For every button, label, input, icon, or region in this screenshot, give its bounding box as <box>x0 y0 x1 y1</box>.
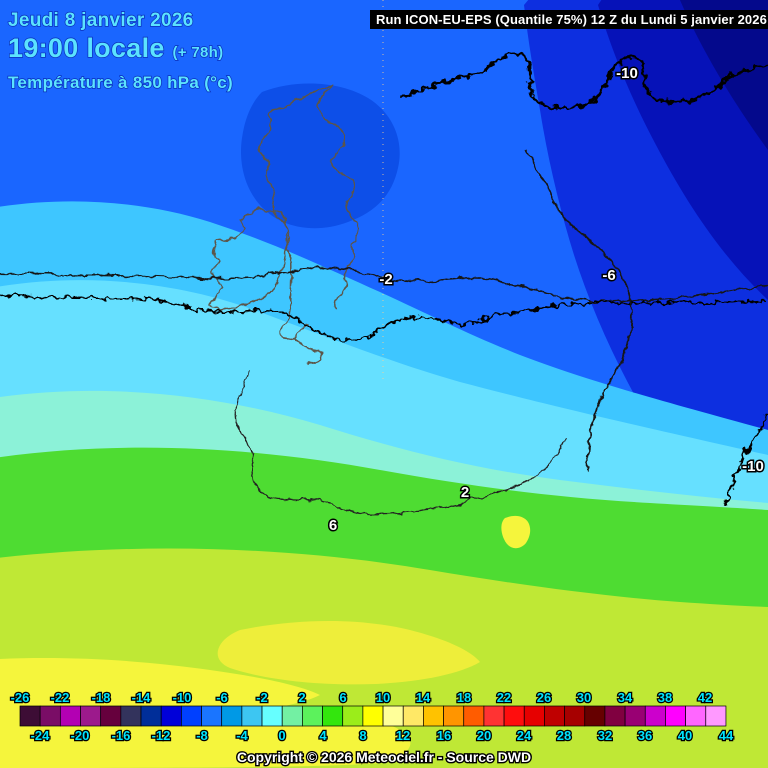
svg-text:30: 30 <box>577 690 591 705</box>
svg-text:-12: -12 <box>152 728 171 743</box>
svg-text:6: 6 <box>339 690 346 705</box>
svg-text:6: 6 <box>329 517 337 534</box>
svg-text:-8: -8 <box>196 728 208 743</box>
svg-text:12: 12 <box>396 728 410 743</box>
svg-text:18: 18 <box>457 690 471 705</box>
svg-text:-10: -10 <box>173 690 192 705</box>
svg-text:-4: -4 <box>236 728 248 743</box>
svg-text:40: 40 <box>678 728 692 743</box>
svg-text:-2: -2 <box>256 690 268 705</box>
svg-text:32: 32 <box>598 728 612 743</box>
svg-text:44: 44 <box>719 728 734 743</box>
svg-text:24: 24 <box>517 728 532 743</box>
svg-text:-26: -26 <box>11 690 30 705</box>
svg-text:Copyright © 2026 Meteociel.fr: Copyright © 2026 Meteociel.fr - Source D… <box>237 749 531 765</box>
svg-text:-14: -14 <box>132 690 152 705</box>
svg-text:-2: -2 <box>379 271 392 288</box>
svg-text:-10: -10 <box>742 458 764 475</box>
svg-text:42: 42 <box>698 690 712 705</box>
svg-text:2: 2 <box>461 484 469 501</box>
svg-text:28: 28 <box>557 728 571 743</box>
svg-text:-20: -20 <box>71 728 90 743</box>
svg-text:-18: -18 <box>92 690 111 705</box>
svg-text:4: 4 <box>319 728 327 743</box>
svg-text:20: 20 <box>477 728 491 743</box>
svg-text:-16: -16 <box>112 728 131 743</box>
svg-text:26: 26 <box>537 690 551 705</box>
svg-text:36: 36 <box>638 728 652 743</box>
svg-text:38: 38 <box>658 690 672 705</box>
svg-text:22: 22 <box>497 690 511 705</box>
svg-text:8: 8 <box>359 728 366 743</box>
svg-text:34: 34 <box>618 690 633 705</box>
svg-text:-6: -6 <box>216 690 228 705</box>
svg-text:0: 0 <box>278 728 285 743</box>
svg-text:14: 14 <box>416 690 431 705</box>
svg-text:-6: -6 <box>602 267 615 284</box>
svg-text:-22: -22 <box>51 690 70 705</box>
svg-text:16: 16 <box>437 728 451 743</box>
svg-text:-24: -24 <box>31 728 51 743</box>
svg-text:10: 10 <box>376 690 390 705</box>
svg-text:-10: -10 <box>616 65 638 82</box>
svg-text:2: 2 <box>298 690 305 705</box>
